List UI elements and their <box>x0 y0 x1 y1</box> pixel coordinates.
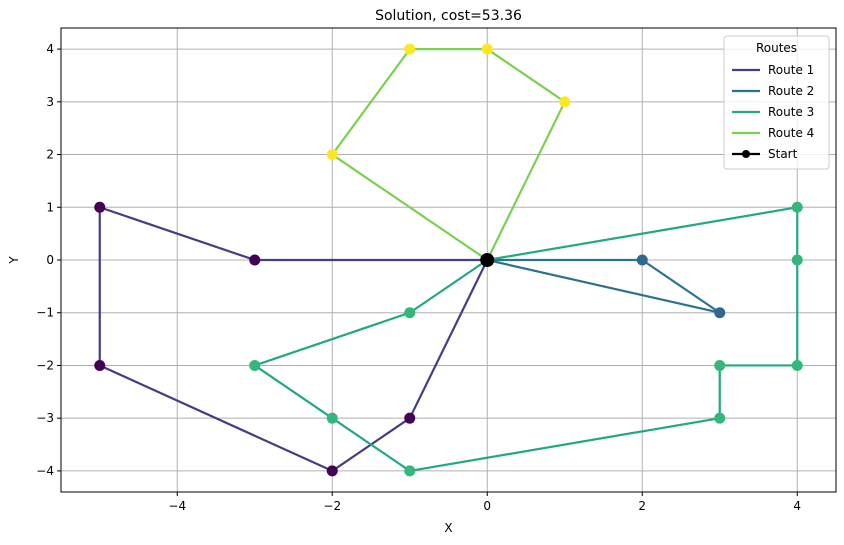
route-2-stop-marker <box>714 307 726 319</box>
route-1-stop-marker <box>94 359 106 371</box>
legend: Routes Route 1 Route 2 Route 3 Route 4 Start <box>723 35 830 170</box>
legend-entry-label: Route 1 <box>768 63 814 77</box>
y-tick-label: −2 <box>36 358 54 372</box>
legend-dot-swatch <box>742 150 750 158</box>
route-3-stop-marker <box>714 359 726 371</box>
stop-markers <box>94 43 803 477</box>
y-tick-label: −4 <box>36 464 54 478</box>
y-tick-label: 1 <box>46 200 54 214</box>
y-axis-label: Y <box>7 256 21 265</box>
route-1-stop-marker <box>404 412 416 424</box>
ticks: −4 −2 0 2 4 −4 −3 −2 −1 0 1 2 3 4 <box>36 42 801 513</box>
y-tick-label: −1 <box>36 306 54 320</box>
chart-title: Solution, cost=53.36 <box>375 8 522 24</box>
route-4-line <box>331 47 566 261</box>
route-3-stop-marker <box>404 307 416 319</box>
route-1-stop-marker <box>94 201 106 213</box>
route-3-stop-marker <box>791 254 803 266</box>
route-3-stop-marker <box>249 359 261 371</box>
route-1-stop-marker <box>326 465 338 477</box>
route-1-stop-marker <box>249 254 261 266</box>
x-tick-label: 0 <box>483 499 491 513</box>
y-tick-label: 2 <box>46 148 54 162</box>
route-4-stop-marker <box>326 149 338 161</box>
route-2-line <box>487 258 721 314</box>
legend-entry-label: Route 4 <box>768 126 814 140</box>
route-3-stop-marker <box>791 201 803 213</box>
y-tick-label: 4 <box>46 42 54 56</box>
y-tick-label: 3 <box>46 95 54 109</box>
x-tick-label: 2 <box>638 499 646 513</box>
legend-entry-label: Route 3 <box>768 105 814 119</box>
y-tick-label: 0 <box>46 253 54 267</box>
route-3-stop-marker <box>791 359 803 371</box>
legend-title: Routes <box>756 41 797 55</box>
x-tick-label: −2 <box>323 499 341 513</box>
x-axis-label: X <box>444 521 452 535</box>
route-4-stop-marker <box>559 96 571 108</box>
route-3-stop-marker <box>714 412 726 424</box>
route-3-stop-marker <box>326 412 338 424</box>
legend-entries: Route 1 Route 2 Route 3 Route 4 Start <box>732 63 814 161</box>
legend-entry-label: Route 2 <box>768 84 814 98</box>
route-4-stop-marker <box>404 43 416 55</box>
y-tick-label: −3 <box>36 411 54 425</box>
x-tick-label: −4 <box>168 499 186 513</box>
x-tick-label: 4 <box>793 499 801 513</box>
start-marker-group <box>480 253 495 267</box>
route-2-stop-marker <box>636 254 648 266</box>
route-3-stop-marker <box>404 465 416 477</box>
route-4-stop-marker <box>481 43 493 55</box>
start-marker <box>480 253 495 267</box>
legend-entry-label: Start <box>768 147 798 161</box>
